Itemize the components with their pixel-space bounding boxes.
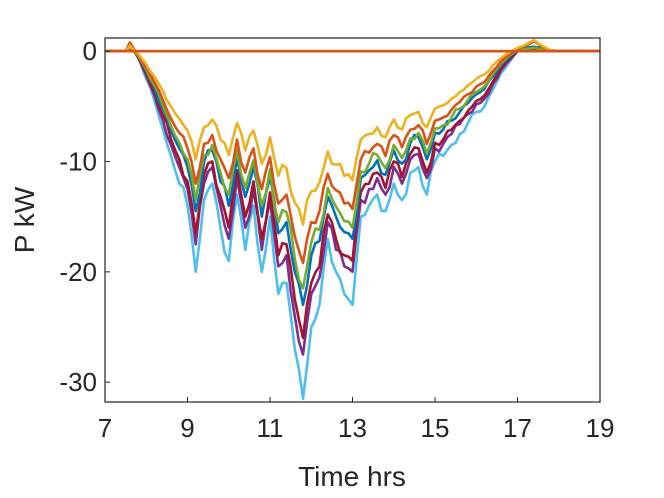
series-line-7 [105,38,600,226]
series-line-5 [105,45,600,290]
x-tick-label: 7 [98,413,112,443]
series-line-6 [105,40,600,265]
x-tick-label: 13 [338,413,367,443]
x-tick-label: 19 [586,413,615,443]
y-axis-label: P kW [9,186,40,253]
x-tick-label: 9 [180,413,194,443]
ticks-layer: 7 9 11 13 15 17 19 0 -10 -20 -30 [59,36,614,443]
x-axis-label: Time hrs [298,461,406,492]
series-line-3 [105,46,600,340]
y-tick-label: 0 [83,36,97,66]
series-line-1 [105,45,600,400]
y-tick-label: -30 [59,367,97,397]
series-layer [105,38,600,400]
x-tick-label: 17 [503,413,532,443]
y-tick-label: -10 [59,147,97,177]
x-tick-label: 15 [421,413,450,443]
x-tick-label: 11 [257,413,284,443]
y-tick-label: -20 [59,257,97,287]
series-line-2 [105,46,600,356]
